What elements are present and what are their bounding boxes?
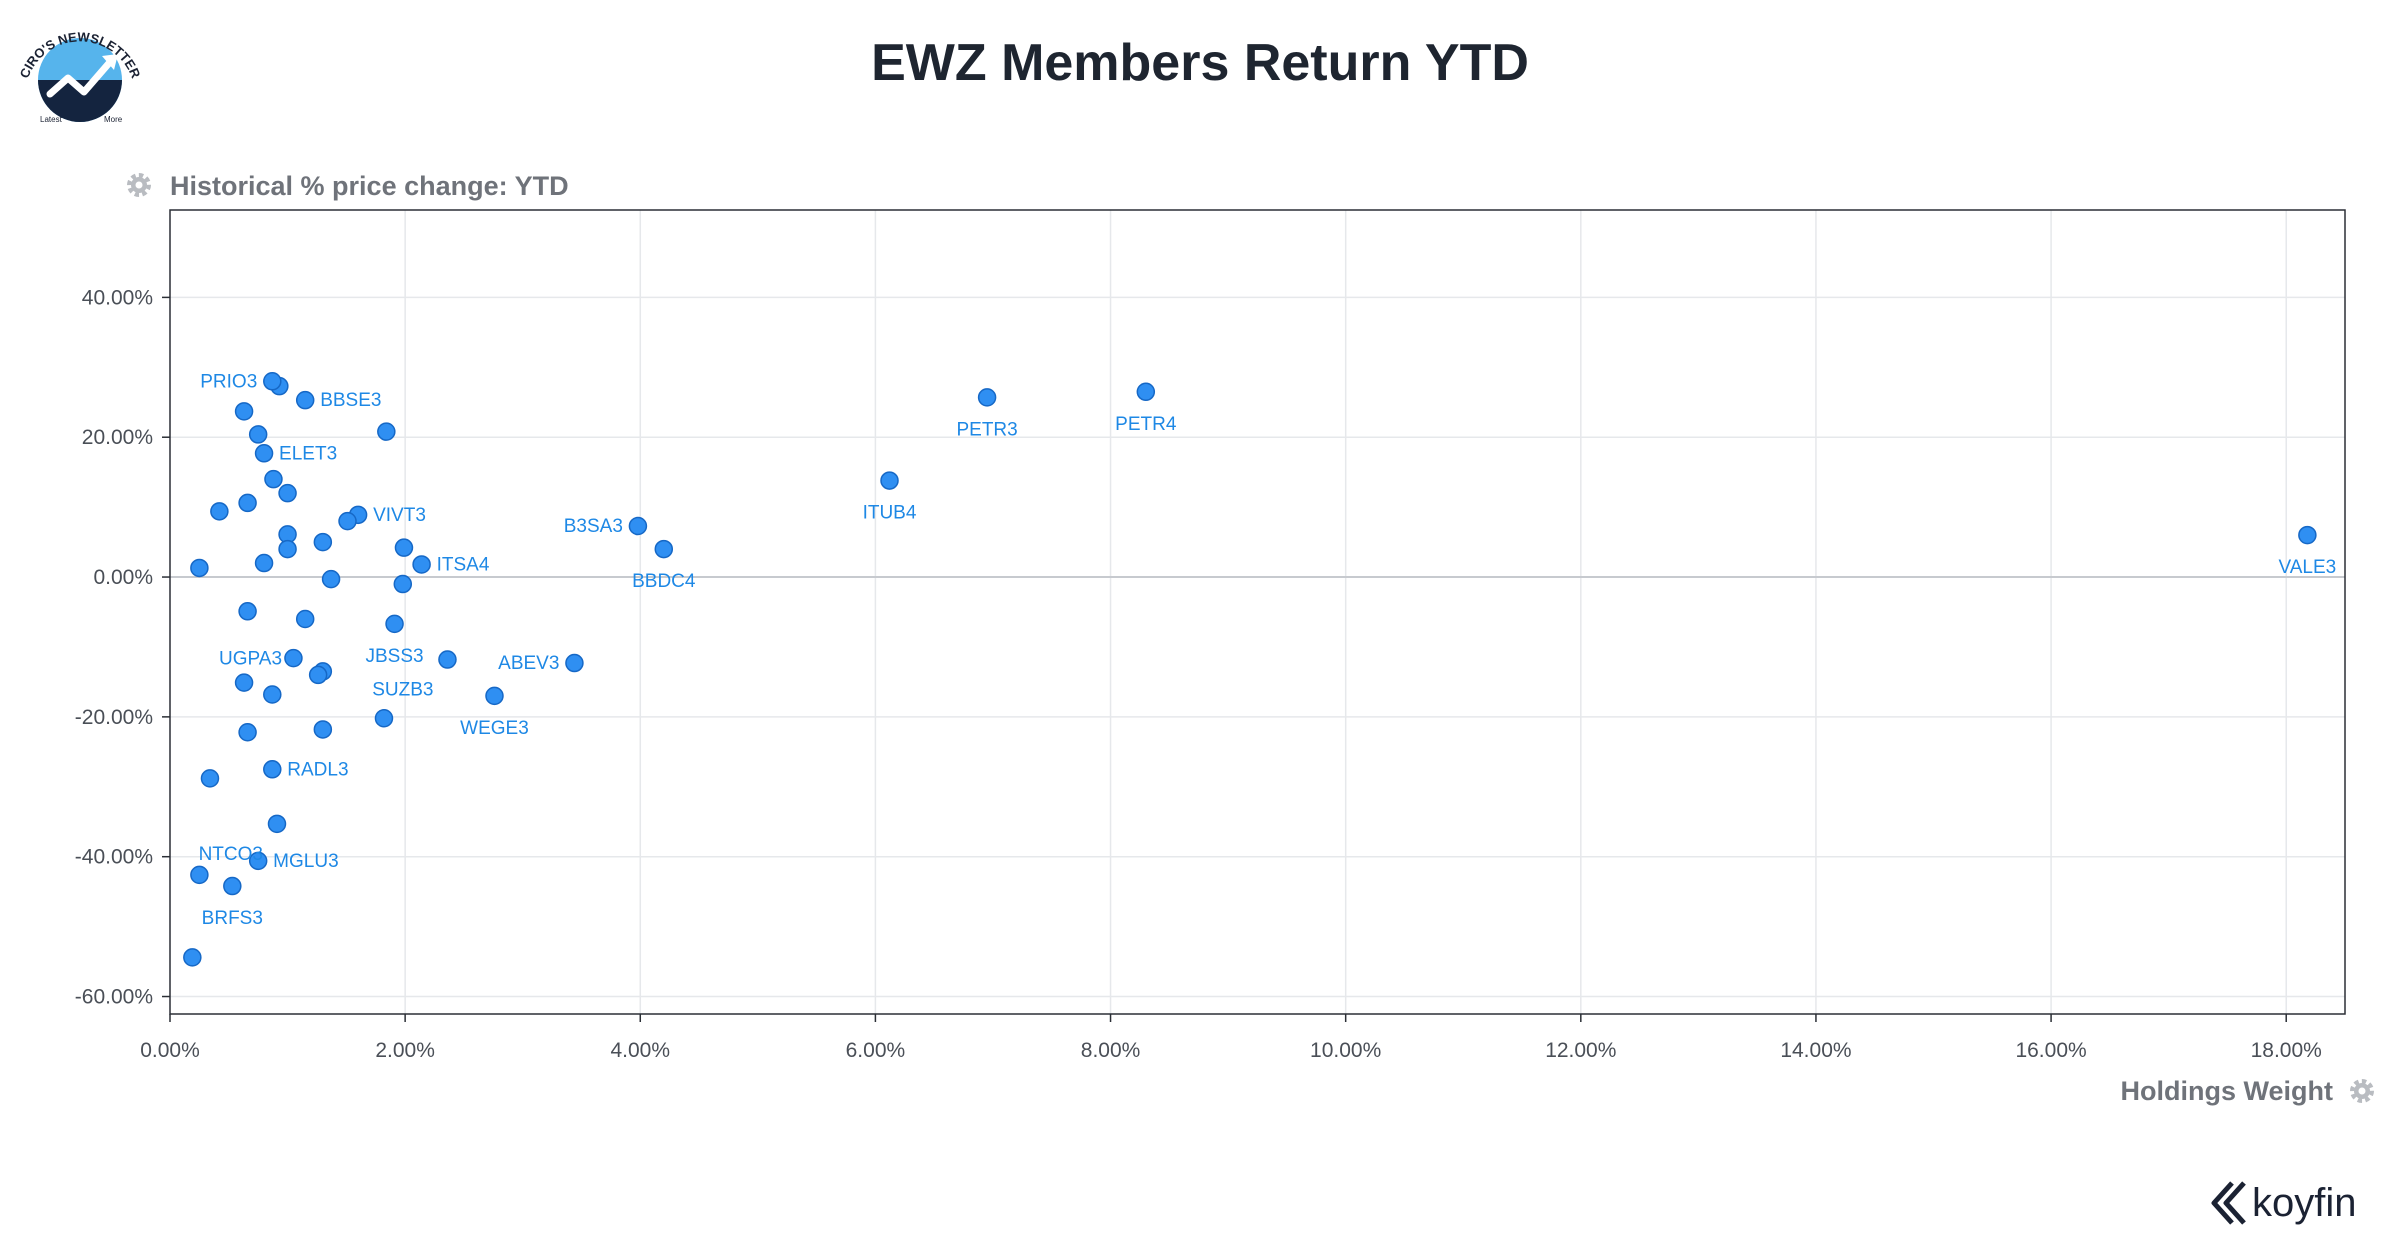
x-tick-label: 8.00%: [1081, 1039, 1141, 1062]
data-point: [565, 653, 584, 673]
data-point: [238, 493, 257, 513]
data-point: [485, 686, 504, 706]
data-point: [295, 609, 315, 629]
y-tick-label: 20.00%: [82, 426, 153, 449]
point-label: BBSE3: [320, 390, 381, 411]
point-label: PETR3: [956, 419, 1017, 440]
data-point: [263, 372, 282, 391]
y-tick-label: -60.00%: [75, 986, 153, 1009]
newsletter-logo-small-left: Latest: [40, 115, 63, 124]
point-label: RADL3: [287, 759, 348, 780]
x-tick-label: 6.00%: [846, 1039, 906, 1062]
data-point: [234, 402, 254, 421]
x-tick-label: 0.00%: [140, 1039, 200, 1062]
data-point: [374, 709, 394, 728]
x-tick-label: 4.00%: [610, 1039, 670, 1062]
chart-title: EWZ Members Return YTD: [871, 34, 1529, 92]
y-tick-label: -20.00%: [75, 706, 153, 729]
data-point: [628, 516, 648, 536]
data-point: [238, 602, 257, 621]
point-labels: VALE3 PETR4 PETR3 ITUB4 BBDC4 B3SA3 ABEV3 WEGE3…: [199, 371, 2337, 929]
data-point: [438, 650, 457, 669]
data-point: [321, 569, 341, 589]
data-point: [385, 614, 404, 634]
point-label: BRFS3: [202, 908, 263, 929]
data-point: [183, 948, 202, 967]
point-label: PRIO3: [200, 371, 257, 392]
data-point: [254, 444, 274, 463]
data-point: [263, 760, 282, 779]
y-axis-settings-icon[interactable]: [127, 173, 151, 197]
point-label: SUZB3: [372, 680, 433, 701]
newsletter-logo-small-right: More: [104, 115, 123, 124]
data-point: [1136, 382, 1156, 402]
point-label: MGLU3: [273, 851, 338, 872]
data-point: [313, 532, 333, 552]
plot-area-frame: [169, 209, 2346, 1015]
brand-name: koyfin: [2252, 1181, 2357, 1225]
data-point: [278, 539, 297, 559]
y-tick-label: -40.00%: [75, 846, 153, 869]
data-point: [393, 574, 413, 594]
grid-lines: [170, 210, 2345, 1014]
x-tick-label: 14.00%: [1780, 1039, 1851, 1062]
x-axis-settings-icon[interactable]: [2350, 1079, 2374, 1103]
x-tick-label: 10.00%: [1310, 1039, 1381, 1062]
data-point: [977, 388, 997, 407]
data-point: [394, 538, 414, 557]
data-point: [267, 814, 287, 834]
point-label: BBDC4: [632, 571, 696, 592]
data-point: [654, 539, 674, 559]
point-label: ITSA4: [437, 554, 490, 575]
point-label: VALE3: [2279, 557, 2337, 578]
x-tick-label: 16.00%: [2015, 1039, 2086, 1062]
data-point: [238, 723, 257, 742]
point-label: PETR4: [1115, 414, 1177, 435]
data-point: [284, 648, 303, 668]
point-label: B3SA3: [564, 516, 623, 537]
x-tick-label: 18.00%: [2251, 1039, 2322, 1062]
data-point: [190, 865, 209, 885]
data-point: [880, 471, 899, 490]
data-point: [2298, 525, 2317, 545]
data-point: [412, 555, 431, 574]
data-point: [248, 425, 268, 444]
point-label: ABEV3: [498, 653, 559, 674]
y-axis-title: Historical % price change: YTD: [170, 171, 569, 201]
data-point: [308, 665, 328, 685]
newsletter-logo: CIRO'S NEWSLETTER Latest More: [17, 29, 144, 124]
data-point: [263, 685, 282, 704]
point-label: JBSS3: [366, 646, 424, 667]
point-label: ITUB4: [863, 503, 917, 524]
point-label: VIVT3: [373, 505, 426, 526]
y-tick-label: 0.00%: [93, 566, 153, 589]
data-point: [313, 720, 333, 739]
x-axis-title: Holdings Weight: [2121, 1076, 2333, 1106]
data-point: [295, 390, 315, 410]
data-point: [278, 483, 297, 503]
data-points: [183, 372, 2317, 967]
data-point: [234, 673, 254, 692]
point-label: WEGE3: [460, 718, 529, 739]
data-point: [210, 502, 229, 521]
data-point: [200, 769, 220, 788]
data-point: [254, 553, 274, 573]
data-point: [338, 511, 357, 531]
x-tick-label: 12.00%: [1545, 1039, 1616, 1062]
data-point: [264, 469, 283, 489]
data-point: [248, 851, 268, 871]
point-label: ELET3: [279, 443, 337, 464]
point-label: UGPA3: [219, 649, 282, 670]
point-label: NTCO3: [199, 844, 263, 865]
y-tick-label: 40.00%: [82, 286, 153, 309]
data-point: [377, 422, 396, 441]
x-tick-label: 2.00%: [375, 1039, 435, 1062]
axis-ticks: 0.00% 2.00% 4.00% 6.00% 8.00% 10.00% 12.00% 14.…: [75, 286, 2322, 1062]
koyfin-logo-icon: [2211, 1181, 2246, 1225]
data-point: [190, 558, 209, 578]
data-point: [223, 876, 242, 896]
